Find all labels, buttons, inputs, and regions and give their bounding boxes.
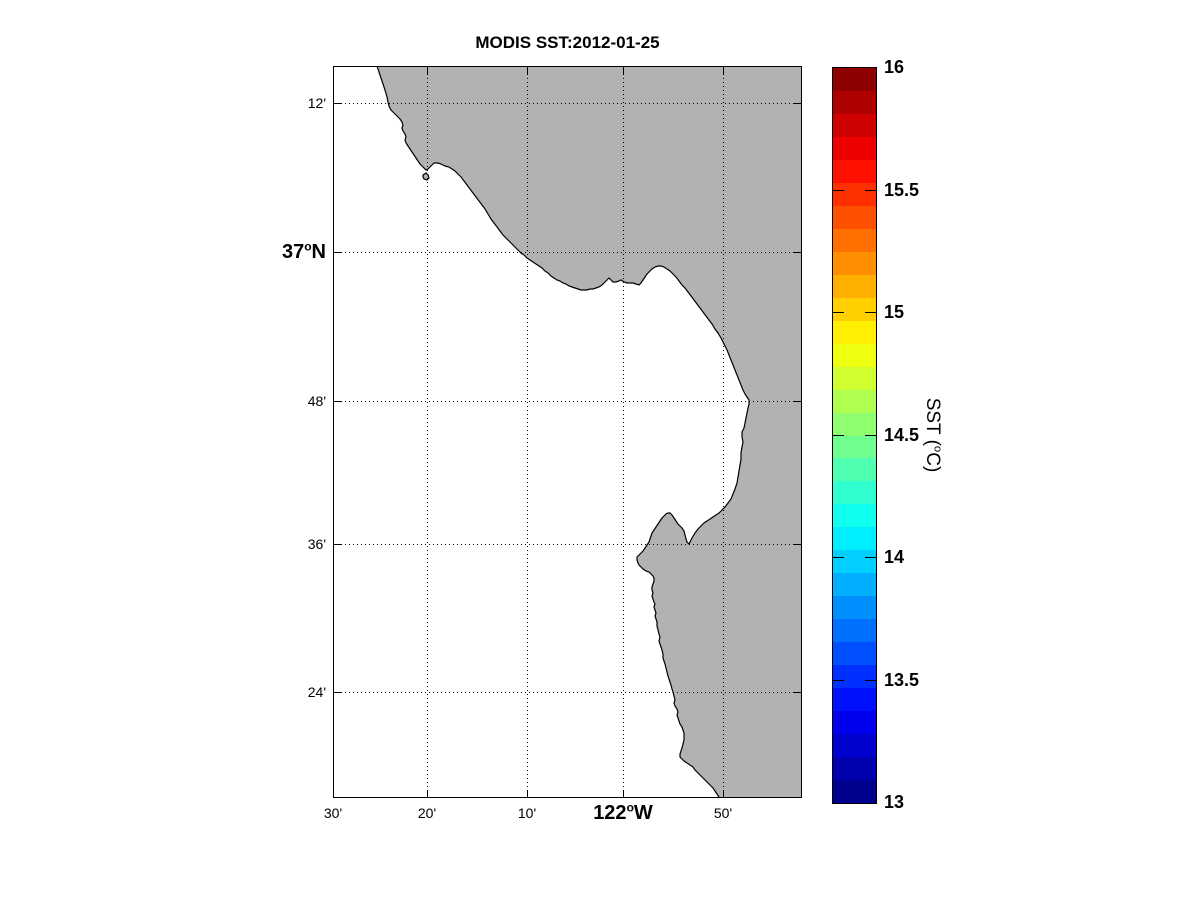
colorbar-tick-label: 15 xyxy=(884,302,905,322)
degree-symbol: o xyxy=(626,800,634,815)
colorbar-band xyxy=(833,68,876,92)
colorbar-band xyxy=(833,550,876,574)
colorbar-tick xyxy=(833,557,844,558)
y-tick-label: 48' xyxy=(223,390,326,412)
colorbar-tick-label: 16 xyxy=(884,57,905,77)
colorbar-band xyxy=(833,389,876,413)
colorbar-band xyxy=(833,458,876,482)
colorbar-band xyxy=(833,366,876,390)
colorbar-tick xyxy=(833,312,844,313)
colorbar-band xyxy=(833,182,876,207)
degree-symbol: o xyxy=(931,445,944,452)
tick-text: 50' xyxy=(713,805,733,821)
y-tick-label: 24' xyxy=(223,681,326,703)
colorbar-band xyxy=(833,205,876,230)
axes-border xyxy=(333,66,802,798)
colorbar-band xyxy=(833,711,876,735)
colorbar-axis-label: SST (oC) xyxy=(921,397,943,472)
tick-text: N xyxy=(311,241,326,263)
colorbar-band xyxy=(833,757,876,781)
colorbar-tick xyxy=(865,312,876,313)
tick-text: 30' xyxy=(323,805,343,821)
colorbar-band xyxy=(833,481,876,505)
tick-text: 20' xyxy=(417,805,437,821)
x-tick-label: 30' xyxy=(273,804,393,822)
colorbar-label-text: SST ( xyxy=(922,397,943,446)
x-tick-label: 122oW xyxy=(563,801,683,824)
colorbar-band xyxy=(833,113,876,138)
colorbar-band xyxy=(833,734,876,758)
colorbar-tick xyxy=(833,680,844,681)
colorbar-tick xyxy=(865,680,876,681)
tick-text: 122 xyxy=(593,802,627,824)
tick-text: 10' xyxy=(517,805,537,821)
colorbar-band xyxy=(833,596,876,620)
colorbar-band xyxy=(833,527,876,551)
colorbar-band xyxy=(833,320,876,344)
colorbar-band xyxy=(833,573,876,597)
colorbar-tick-label: 14.5 xyxy=(884,425,920,445)
y-tick-label: 37oN xyxy=(223,239,326,263)
plot-title: MODIS SST:2012-01-25 xyxy=(475,33,660,52)
colorbar-band xyxy=(833,136,876,161)
colorbar-tick-label: 13.5 xyxy=(884,670,920,690)
colorbar-tick xyxy=(833,435,844,436)
y-tick-label: 12' xyxy=(223,92,326,114)
colorbar-band xyxy=(833,619,876,643)
tick-text: W xyxy=(633,802,653,824)
colorbar-band xyxy=(833,297,876,322)
tick-text: 36' xyxy=(307,536,326,552)
colorbar-tick xyxy=(865,190,876,191)
colorbar-band xyxy=(833,228,876,253)
colorbar xyxy=(832,67,877,804)
colorbar-label-unit: C) xyxy=(922,451,943,472)
degree-symbol: o xyxy=(304,239,312,254)
land-polygon xyxy=(376,66,802,798)
colorbar-band xyxy=(833,412,876,436)
colorbar-band xyxy=(833,159,876,184)
colorbar-band xyxy=(833,665,876,689)
colorbar-tick xyxy=(833,190,844,191)
y-tick-label: 36' xyxy=(223,533,326,555)
x-tick-label: 50' xyxy=(663,804,783,822)
colorbar-band xyxy=(833,780,876,804)
colorbar-band xyxy=(833,274,876,299)
tick-text: 48' xyxy=(307,393,326,409)
colorbar-tick-label: 14 xyxy=(884,547,905,567)
colorbar-band xyxy=(833,688,876,712)
tick-text: 24' xyxy=(307,684,326,700)
colorbar-band xyxy=(833,642,876,666)
colorbar-band xyxy=(833,343,876,367)
colorbar-tick-label: 13 xyxy=(884,792,905,812)
x-tick-label: 10' xyxy=(467,804,587,822)
tick-text: 37 xyxy=(281,241,305,263)
map-svg xyxy=(333,66,802,798)
x-tick-label: 20' xyxy=(367,804,487,822)
colorbar-tick-label: 15.5 xyxy=(884,180,920,200)
colorbar-band xyxy=(833,251,876,276)
colorbar-tick xyxy=(865,435,876,436)
colorbar-band xyxy=(833,435,876,459)
colorbar-band xyxy=(833,90,876,115)
colorbar-band xyxy=(833,504,876,528)
tick-text: 12' xyxy=(307,95,326,111)
colorbar-tick xyxy=(865,557,876,558)
